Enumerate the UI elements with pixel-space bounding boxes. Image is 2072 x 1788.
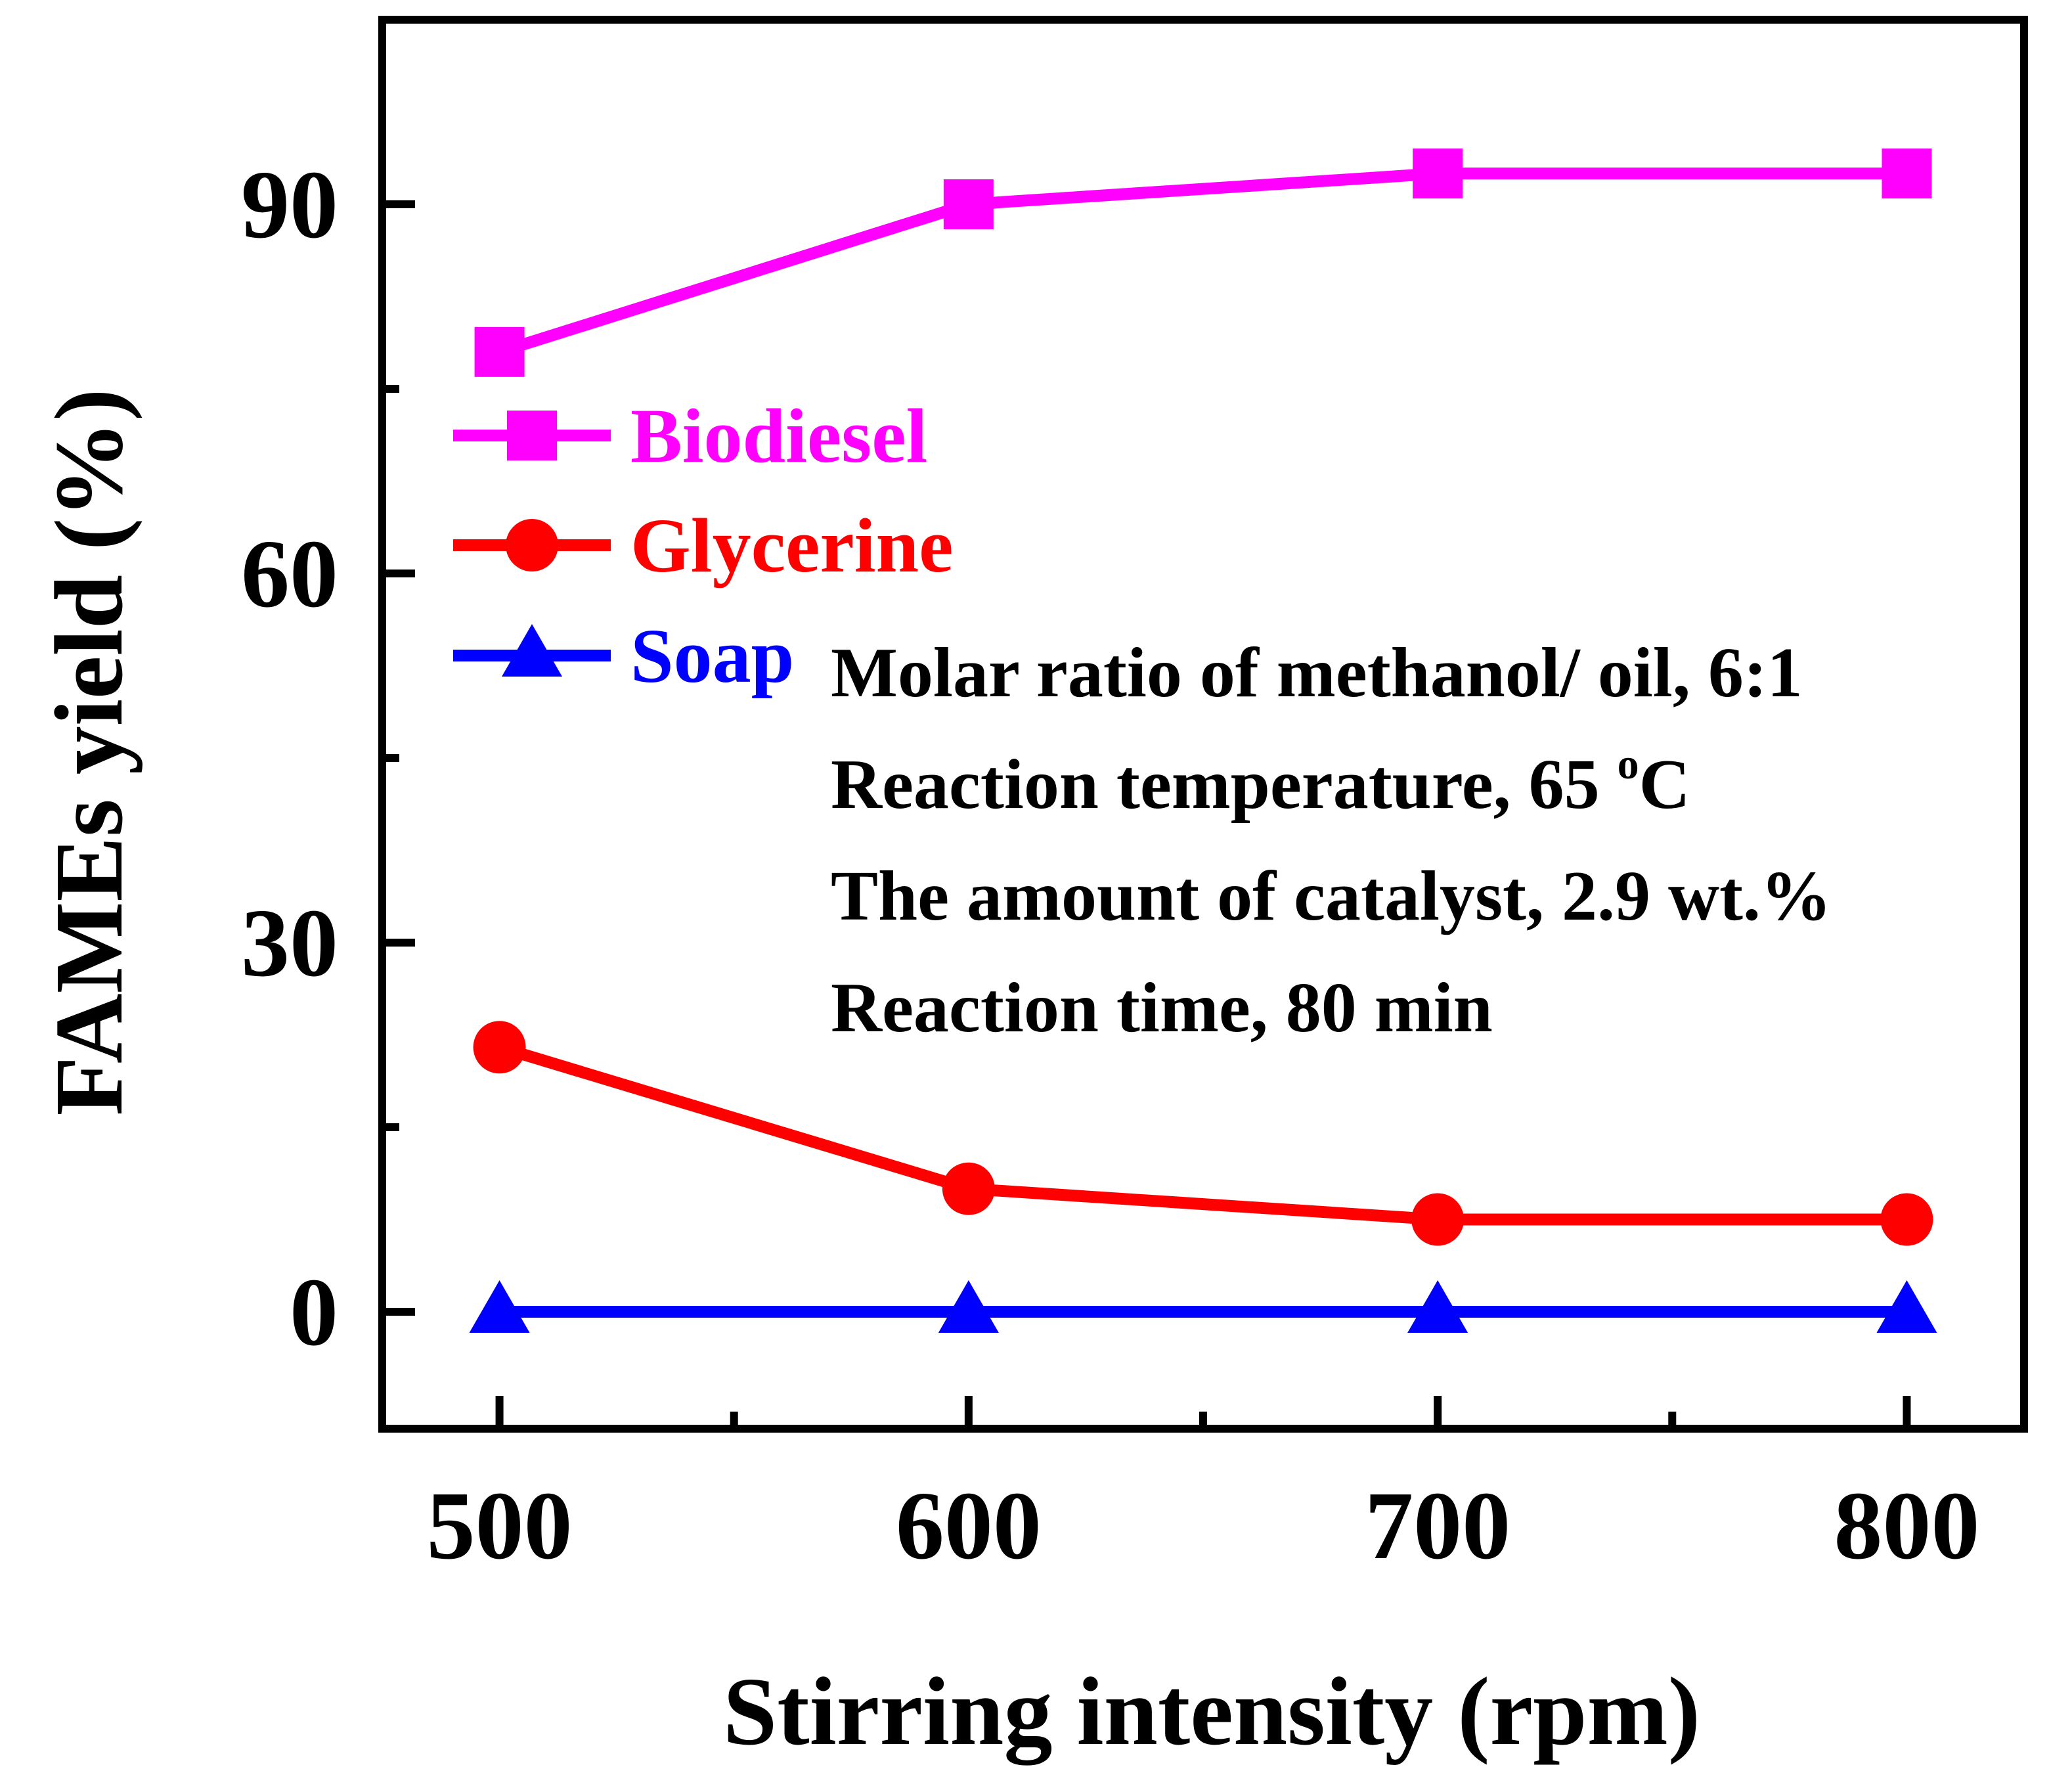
legend-item-glycerine: Glycerine	[453, 503, 953, 589]
data-point-soap	[1876, 1280, 1937, 1333]
legend-label-glycerine: Glycerine	[630, 503, 953, 589]
series-biodiesel	[474, 148, 1932, 377]
y-tick-label: 0	[290, 1259, 338, 1366]
series-line-glycerine	[497, 1041, 1907, 1226]
legend-item-biodiesel: Biodiesel	[453, 393, 927, 479]
data-point-glycerine	[1411, 1193, 1465, 1246]
x-tick-label: 700	[1365, 1472, 1510, 1580]
annotation-line: Reaction temperature, 65 oC	[831, 740, 1690, 824]
x-tick-label: 500	[427, 1472, 573, 1580]
legend: Biodiesel Glycerine Soap	[453, 393, 953, 699]
legend-label-biodiesel: Biodiesel	[630, 393, 927, 479]
legend-marker-soap	[502, 624, 562, 677]
data-point-soap	[938, 1280, 999, 1333]
data-point-soap	[1407, 1280, 1468, 1333]
x-tick-label: 600	[896, 1472, 1042, 1580]
annotation-superscript: o	[1618, 740, 1639, 788]
data-point-biodiesel	[943, 179, 994, 230]
legend-label-soap: Soap	[630, 613, 794, 699]
y-tick-label: 30	[241, 889, 338, 997]
x-tick-label: 800	[1834, 1472, 1979, 1580]
data-point-biodiesel	[474, 326, 525, 377]
series-glycerine	[473, 1021, 1933, 1246]
y-tick-label: 60	[241, 520, 338, 628]
annotation-line: Reaction time, 80 min	[831, 969, 1493, 1047]
legend-marker-glycerine	[506, 519, 558, 571]
data-point-glycerine	[1880, 1193, 1933, 1246]
series-soap	[469, 1280, 1937, 1333]
x-axis-label: Stirring intensity (rpm)	[723, 1658, 1700, 1766]
axes-ticks: 500 600 700 800 0 30 60 90	[241, 151, 1979, 1580]
legend-item-soap: Soap	[453, 613, 794, 699]
y-axis-label: FAMEs yield (%)	[35, 388, 143, 1115]
data-point-biodiesel	[1413, 148, 1463, 199]
data-point-glycerine	[942, 1162, 995, 1215]
annotation-line: The amount of catalyst, 2.9 wt.%	[831, 857, 1832, 935]
data-point-biodiesel	[1882, 148, 1932, 199]
data-point-glycerine	[473, 1021, 526, 1074]
legend-marker-biodiesel	[507, 411, 557, 460]
data-point-soap	[469, 1280, 530, 1333]
annotation-suffix: C	[1639, 746, 1690, 824]
series-line-biodiesel	[497, 168, 1907, 358]
annotations: Molar ratio of methanol/ oil, 6:1 Reactio…	[831, 634, 1832, 1047]
y-tick-label: 90	[241, 151, 338, 259]
series-layer	[469, 148, 1937, 1333]
annotation-line: Molar ratio of methanol/ oil, 6:1	[831, 634, 1803, 712]
